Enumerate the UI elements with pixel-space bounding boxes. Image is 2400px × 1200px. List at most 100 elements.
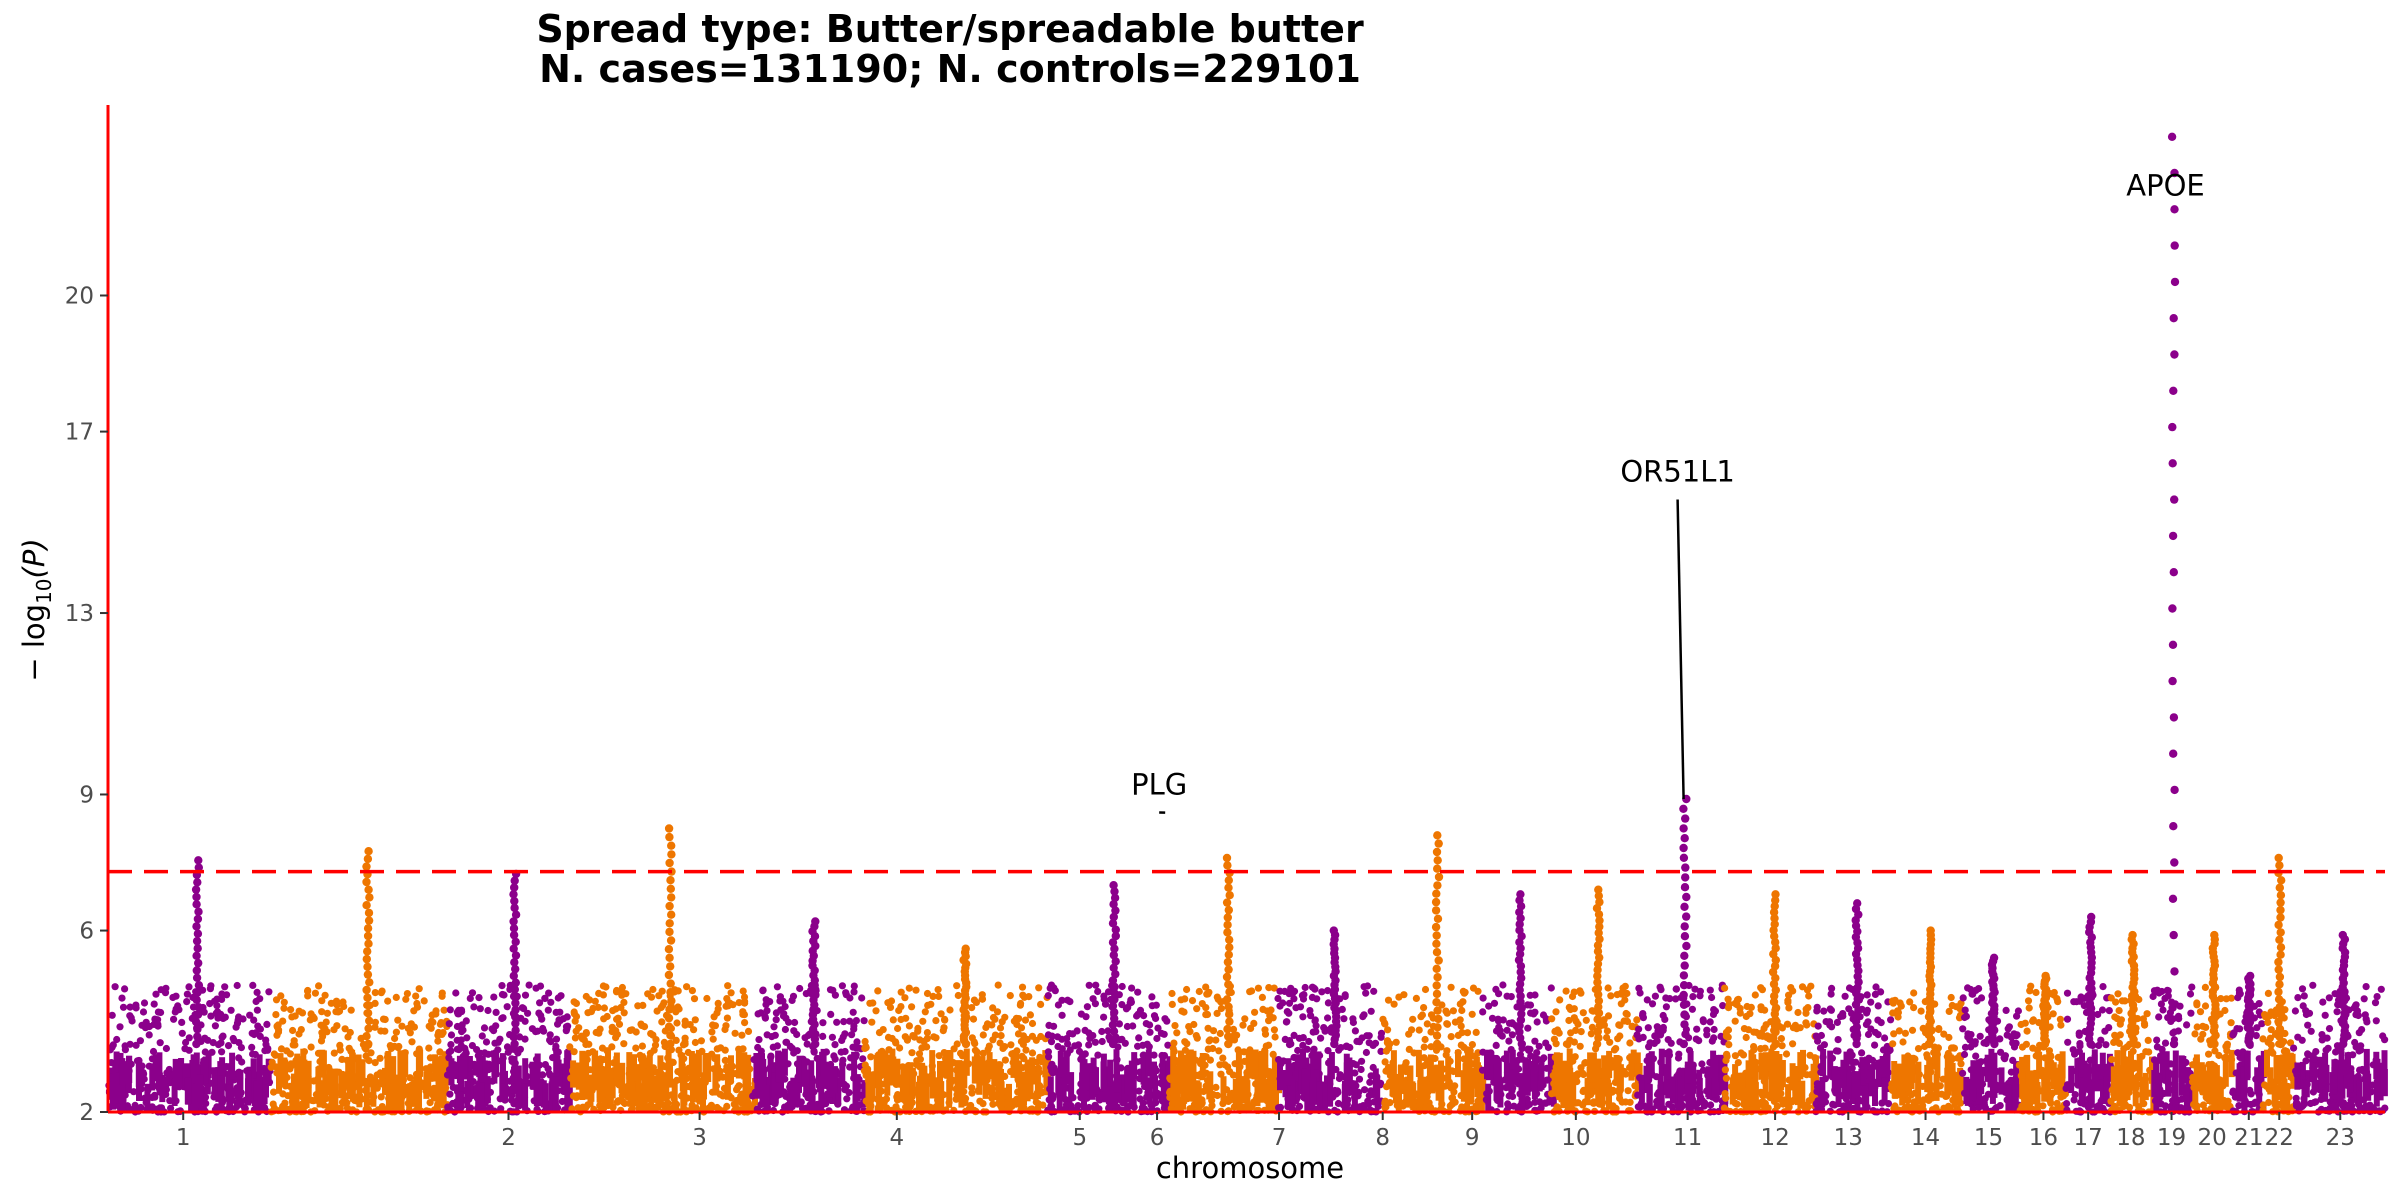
snp-point [766,998,774,1006]
snp-point [1204,1045,1212,1053]
snp-point [1343,1053,1350,1081]
snp-point [1075,1047,1084,1055]
snp-point [920,1037,928,1045]
snp-point [509,924,519,933]
snp-point [1646,1039,1654,1047]
snp-point [183,990,191,998]
snp-point [1421,1076,1428,1104]
snp-point [415,985,423,993]
snp-point [1282,1018,1290,1026]
snp-point [1227,1096,1235,1104]
snp-point [618,983,627,992]
snp-point [509,890,518,899]
snp-point [434,1031,442,1039]
snp-point [1845,1005,1853,1013]
snp-point [209,1039,217,1047]
snp-point [1917,1007,1925,1015]
snp-point [370,1079,377,1107]
snp-point [1051,987,1059,995]
snp-point [1432,847,1442,857]
snp-point [1118,1001,1126,1009]
snp-point [371,1023,379,1031]
snp-point [249,981,257,990]
snp-point [1721,1066,1729,1074]
snp-point [398,1022,406,1030]
snp-point [1722,1032,1730,1040]
snp-point [1071,1042,1079,1050]
snp-point [994,981,1002,989]
snp-point [1369,1041,1377,1049]
snp-point [1229,1071,1237,1079]
snp-point [937,1061,943,1089]
snp-point [599,982,608,990]
snp-point [1432,964,1441,973]
snp-point [552,1008,560,1017]
snp-point [304,986,312,995]
snp-point [691,1016,699,1024]
snp-point [618,991,626,999]
snp-point [362,862,371,871]
snp-point [1635,1025,1643,1033]
snp-point [1432,939,1441,948]
snp-point [1089,1072,1096,1100]
snp-point [192,973,202,982]
snp-point [412,992,420,1000]
snp-point [818,1077,825,1105]
snp-point [1292,1004,1300,1012]
snp-point [1761,1006,1769,1014]
snp-point [398,1083,405,1111]
snp-point [1679,843,1688,853]
snp-point [1665,1052,1672,1080]
snp-point [1224,1002,1233,1011]
snp-point [598,1044,607,1052]
snp-point [1269,1014,1277,1022]
snp-point [1223,861,1232,870]
snp-point [1085,1041,1093,1049]
snp-point [1300,991,1308,999]
snp-point [1458,1006,1466,1015]
snp-point [1032,1098,1040,1106]
snp-point [651,1075,658,1103]
snp-point [1392,1038,1400,1046]
snp-point [1778,1062,1785,1090]
snp-point [178,1018,186,1026]
snp-point [1219,1054,1227,1062]
snp-point [511,1026,520,1035]
snp-point [1390,1000,1398,1008]
snp-point [336,1041,344,1049]
snp-point [1229,1025,1238,1033]
snp-point [192,936,202,946]
snp-point [968,1084,976,1092]
snp-point [256,1025,264,1033]
snp-point [1710,1025,1718,1034]
snp-point [121,985,129,993]
snp-point [739,987,747,995]
snp-point [1035,984,1043,992]
snp-point [571,1034,580,1042]
snp-point [760,1058,767,1087]
snp-point [256,1074,263,1103]
snp-point [1789,1024,1797,1032]
snp-point [982,1071,989,1099]
snp-point [1617,1000,1625,1008]
snp-point [739,1045,747,1053]
snp-point [190,1054,197,1082]
snp-point [1479,1008,1487,1016]
snp-point [1077,1010,1085,1018]
snp-point [524,1009,532,1017]
snp-point [452,989,460,997]
snp-point [1190,1074,1197,1102]
snp-point [611,1026,619,1034]
snp-point [1110,1008,1119,1017]
snp-point [1146,1028,1154,1036]
snp-point [356,1080,363,1108]
snp-point [1646,1083,1653,1111]
snp-point [1869,1064,1875,1092]
snp-point [1710,1006,1718,1014]
snp-point [1058,996,1066,1004]
snp-point [908,1003,916,1011]
snp-point [1742,1033,1750,1042]
snp-point [614,1014,622,1022]
snp-point [1813,1007,1821,1015]
chromosome-points [1633,794,1729,1116]
